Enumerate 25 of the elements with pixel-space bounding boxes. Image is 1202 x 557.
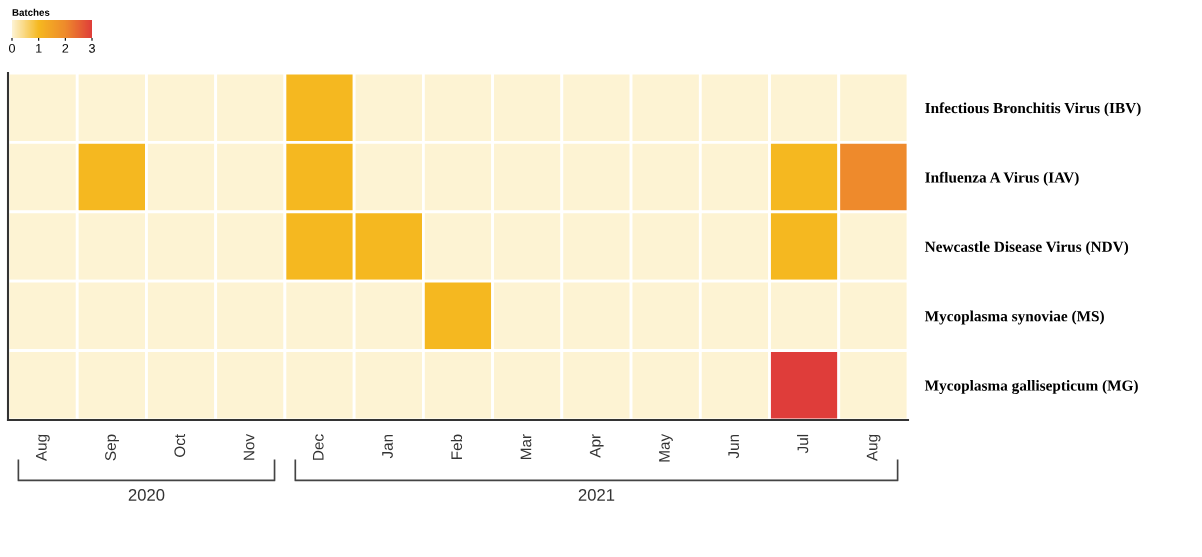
x-tick-label: May (659, 433, 673, 462)
color-bar-label: 0 (9, 43, 15, 53)
x-tick-label: Feb (450, 434, 463, 459)
x-tick-label: Aug (866, 434, 881, 462)
color-bar-label: 3 (89, 43, 95, 53)
x-tick-label: Mar (520, 434, 532, 459)
y-tick-label: Influenza A Virus (IAV) (925, 171, 1079, 186)
x-tick-label: Oct (174, 434, 186, 457)
x-tick-label: Nov (243, 433, 255, 460)
y-tick-label: Infectious Bronchitis Virus (IBV) (925, 102, 1141, 117)
text: 2020 (128, 489, 165, 501)
y-tick-label: Mycoplasma synoviae (MS) (924, 310, 1104, 325)
x-tick-label: Apr (589, 434, 604, 458)
x-tick-label: Dec (312, 434, 324, 460)
x-tick-label: Jul (797, 434, 809, 454)
x-tick-label: Jan (382, 434, 393, 459)
color-bar-label: 1 (36, 44, 42, 53)
x-tick-label: Jun (728, 434, 740, 459)
y-tick-label: Newcastle Disease Virus (NDV) (924, 241, 1129, 256)
color-bar-label: 2 (62, 43, 69, 53)
text: 2021 (578, 489, 615, 501)
x-tick-label: Aug (36, 434, 50, 462)
x-tick-label: Sep (105, 434, 119, 461)
y-tick-label: Mycoplasma gallisepticum (MG) (924, 380, 1138, 394)
color-bar-title: Batches (12, 8, 50, 16)
